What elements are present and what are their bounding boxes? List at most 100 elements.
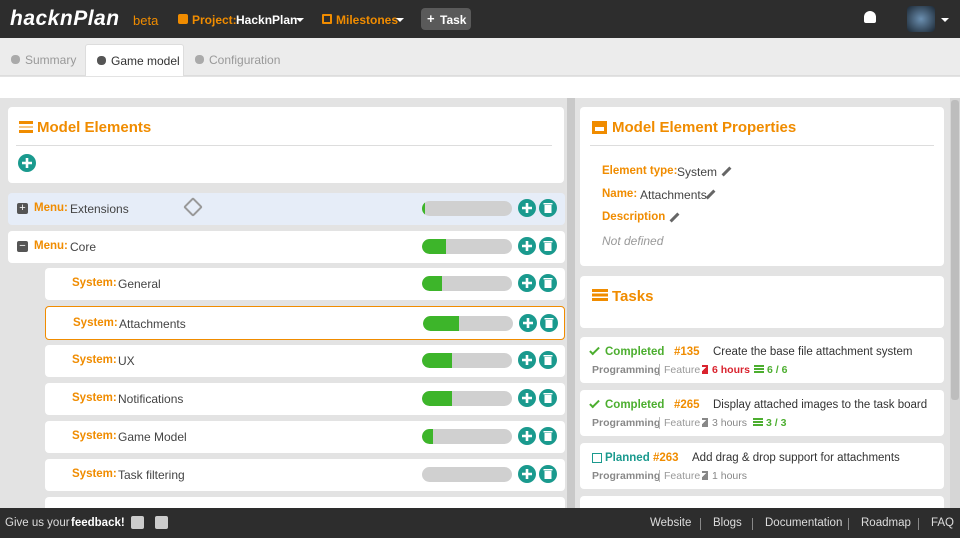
element-row[interactable]: + Menu: Extensions bbox=[8, 193, 565, 225]
avatar-caret bbox=[941, 18, 949, 26]
title-rule bbox=[16, 145, 552, 146]
model-elements-card: Model Elements bbox=[8, 107, 564, 183]
progress-fill bbox=[422, 239, 447, 254]
task-title[interactable]: Create the base file attachment system bbox=[713, 346, 913, 358]
task-title[interactable]: Add drag & drop support for attachments bbox=[692, 452, 900, 464]
progress-track bbox=[422, 201, 512, 216]
task-type: Feature bbox=[659, 364, 700, 376]
project-name[interactable]: HacknPlan bbox=[236, 13, 298, 27]
element-row[interactable]: System: General bbox=[45, 268, 565, 300]
tab-icon bbox=[97, 56, 106, 65]
task-button[interactable]: + Task bbox=[421, 8, 471, 30]
tab[interactable]: Game model bbox=[85, 44, 184, 76]
milestones-caret bbox=[396, 18, 404, 26]
field-value: System bbox=[677, 165, 718, 179]
add-child-button[interactable] bbox=[518, 351, 536, 369]
project-label[interactable]: Project: bbox=[192, 13, 237, 27]
element-row[interactable]: − Menu: Core bbox=[8, 231, 565, 263]
task-status: Completed bbox=[605, 399, 665, 411]
edit-icon[interactable] bbox=[721, 166, 732, 177]
delete-button[interactable] bbox=[539, 351, 557, 369]
task-id[interactable]: #263 bbox=[653, 452, 679, 464]
footer-separator bbox=[752, 518, 753, 530]
expand-toggle[interactable]: + bbox=[17, 203, 28, 214]
element-kind: System: bbox=[72, 277, 117, 289]
footer-link[interactable]: FAQ bbox=[931, 517, 955, 529]
project-caret bbox=[296, 18, 304, 26]
add-child-button[interactable] bbox=[518, 237, 536, 255]
element-row[interactable]: System: UX bbox=[45, 345, 565, 377]
progress-track bbox=[422, 467, 512, 482]
tab-label[interactable]: Summary bbox=[25, 53, 77, 67]
element-name: UX bbox=[118, 354, 135, 368]
delete-button[interactable] bbox=[539, 427, 557, 445]
task-card[interactable]: Completed #135 Create the base file attach… bbox=[580, 337, 944, 383]
task-id[interactable]: #265 bbox=[674, 399, 700, 411]
element-row[interactable]: System: Attachments bbox=[45, 306, 565, 340]
task-card-partial bbox=[580, 496, 944, 508]
footer-link[interactable]: Documentation bbox=[765, 517, 843, 529]
delete-button[interactable] bbox=[540, 314, 558, 332]
footer: Give us your feedback! Website Blogs Documen… bbox=[0, 508, 960, 538]
milestones[interactable]: Milestones bbox=[336, 13, 399, 27]
add-child-button[interactable] bbox=[518, 465, 536, 483]
avatar[interactable] bbox=[907, 6, 935, 32]
add-child-button[interactable] bbox=[518, 389, 536, 407]
add-child-button[interactable] bbox=[518, 274, 536, 292]
logo[interactable]: hacknPlan bbox=[10, 7, 120, 30]
title-rule bbox=[590, 145, 934, 146]
feedback-prefix: Give us your bbox=[5, 517, 70, 529]
beta-label: beta bbox=[133, 13, 159, 28]
footer-link[interactable]: Roadmap bbox=[861, 517, 911, 529]
top-bar: hacknPlan beta Project: HacknPlan Milestones… bbox=[0, 0, 960, 38]
delete-button[interactable] bbox=[539, 274, 557, 292]
expand-toggle[interactable]: − bbox=[17, 241, 28, 252]
task-button-label[interactable]: Task bbox=[440, 13, 467, 27]
delete-button[interactable] bbox=[539, 199, 557, 217]
splitter[interactable] bbox=[567, 98, 575, 508]
edit-icon[interactable] bbox=[669, 212, 680, 223]
element-kind: Menu: bbox=[34, 202, 68, 214]
tab[interactable]: Configuration bbox=[184, 44, 284, 76]
footer-link[interactable]: Blogs bbox=[713, 517, 742, 529]
delete-button[interactable] bbox=[539, 465, 557, 483]
add-child-button[interactable] bbox=[518, 199, 536, 217]
field-label: Description bbox=[602, 211, 666, 223]
tasks-card: Tasks bbox=[580, 276, 944, 328]
notifications-bell[interactable] bbox=[864, 11, 876, 23]
element-row[interactable]: System: Game Model bbox=[45, 421, 565, 453]
task-title[interactable]: Display attached images to the task boar… bbox=[713, 399, 928, 411]
facebook-icon[interactable] bbox=[131, 516, 144, 529]
tab-icon bbox=[11, 55, 20, 64]
task-card[interactable]: Completed #265 Display attached images to … bbox=[580, 390, 944, 436]
task-card[interactable]: Planned #263 Add drag & drop support for a… bbox=[580, 443, 944, 489]
task-status: Completed bbox=[605, 346, 665, 358]
task-id[interactable]: #135 bbox=[674, 346, 700, 358]
element-kind: Menu: bbox=[34, 240, 68, 252]
tab-label[interactable]: Configuration bbox=[209, 53, 281, 67]
task-hours: 3 hours bbox=[712, 417, 748, 429]
tab[interactable]: Summary bbox=[0, 44, 85, 76]
add-child-button[interactable] bbox=[518, 427, 536, 445]
element-name: Core bbox=[70, 240, 97, 254]
task-discipline: Programming bbox=[592, 364, 661, 376]
tab-label[interactable]: Game model bbox=[111, 54, 180, 68]
tasks-title: Tasks bbox=[612, 288, 654, 305]
add-child-button[interactable] bbox=[519, 314, 537, 332]
footer-link[interactable]: Website bbox=[650, 517, 692, 529]
element-name: Attachments bbox=[119, 317, 186, 331]
element-row[interactable]: System: Task filtering bbox=[45, 459, 565, 491]
add-element-button[interactable] bbox=[18, 154, 36, 172]
delete-button[interactable] bbox=[539, 237, 557, 255]
feedback-link[interactable]: feedback! bbox=[71, 517, 125, 529]
edit-icon[interactable] bbox=[705, 189, 716, 200]
task-hours: 6 hours bbox=[712, 364, 750, 376]
delete-button[interactable] bbox=[539, 389, 557, 407]
twitter-icon[interactable] bbox=[155, 516, 168, 529]
element-name: Extensions bbox=[70, 202, 129, 216]
element-kind: System: bbox=[72, 354, 117, 366]
element-row[interactable]: System: Notifications bbox=[45, 383, 565, 415]
